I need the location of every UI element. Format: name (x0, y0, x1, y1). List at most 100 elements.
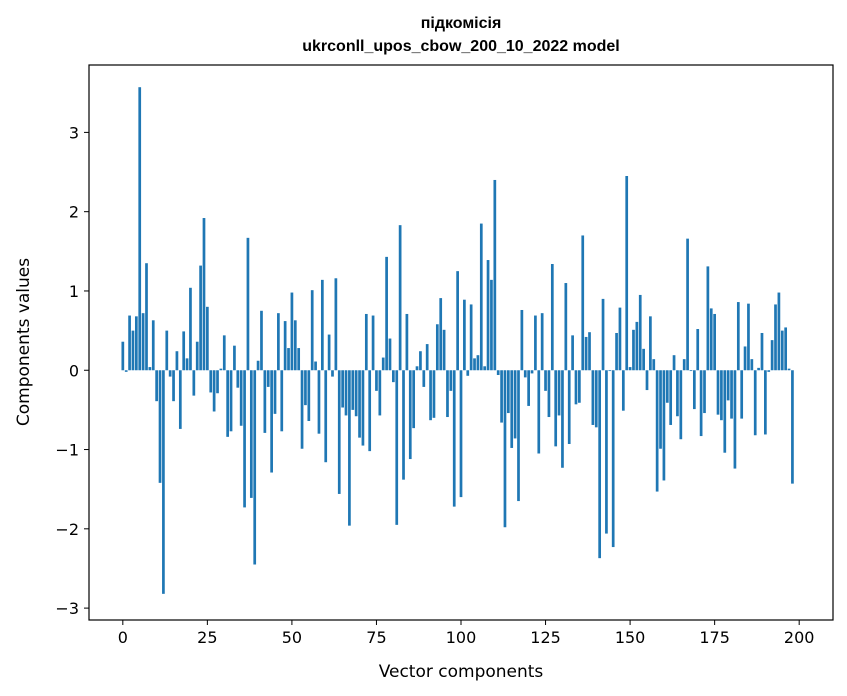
bar (155, 370, 158, 402)
bar (246, 237, 250, 371)
bar (277, 313, 280, 371)
bar (669, 370, 673, 425)
bar (703, 370, 706, 414)
bar (364, 313, 368, 371)
bar (743, 346, 747, 371)
bar (371, 315, 375, 371)
bar (446, 370, 449, 418)
bar (293, 320, 297, 371)
bar (588, 332, 591, 371)
bar (632, 329, 635, 371)
bar (290, 292, 294, 371)
bar (503, 370, 507, 528)
bar (124, 370, 128, 372)
bar (473, 358, 476, 371)
bar (611, 370, 615, 548)
bar (260, 310, 263, 371)
bar (375, 370, 378, 391)
bar (527, 370, 530, 406)
bar (665, 370, 669, 403)
bar (564, 283, 568, 371)
bar (625, 176, 629, 371)
bar (304, 370, 307, 406)
x-tick-label: 0 (118, 628, 128, 647)
bar (435, 324, 439, 371)
x-tick-label: 175 (699, 628, 730, 647)
bar (419, 351, 422, 371)
y-tick-label: 3 (69, 123, 79, 142)
bar (429, 370, 432, 421)
bar (774, 304, 777, 371)
bar (243, 370, 246, 508)
bar (402, 370, 405, 480)
x-tick-label: 50 (282, 628, 302, 647)
bar (249, 370, 253, 498)
bar (645, 370, 649, 391)
bar (334, 278, 338, 371)
bar (344, 370, 348, 416)
bar (358, 370, 361, 438)
bar (212, 370, 216, 412)
bar (706, 266, 710, 371)
bar (148, 367, 152, 371)
bar (764, 370, 767, 435)
bar (385, 256, 388, 371)
bar (121, 341, 125, 371)
bar (368, 370, 372, 452)
bar (784, 327, 788, 371)
bar (195, 341, 199, 371)
bar (280, 370, 284, 432)
bar (730, 370, 733, 419)
bar (557, 370, 561, 416)
x-tick-label: 125 (530, 628, 561, 647)
y-tick-label: −2 (55, 520, 79, 539)
bar (466, 370, 470, 376)
bar (287, 348, 290, 371)
y-tick-label: −1 (55, 441, 79, 460)
x-tick-label: 150 (615, 628, 646, 647)
bar (452, 370, 456, 507)
bar (605, 370, 608, 534)
bars-group (121, 87, 794, 594)
plot-frame (88, 64, 834, 621)
y-tick-label: 0 (69, 361, 79, 380)
bar (317, 370, 321, 434)
bar (361, 370, 365, 446)
bar (182, 331, 186, 371)
bar (635, 321, 639, 371)
bar (659, 370, 662, 449)
bar (297, 348, 301, 371)
y-tick-label: 2 (69, 203, 79, 222)
bar (206, 306, 209, 371)
bar (608, 370, 612, 372)
bar (408, 370, 412, 460)
bar (594, 370, 598, 428)
bar (266, 370, 270, 387)
bar (253, 370, 257, 565)
bar (459, 370, 463, 498)
bar (642, 348, 645, 371)
bar (726, 370, 730, 401)
bar (523, 370, 527, 378)
bar (571, 335, 574, 371)
bar (547, 370, 551, 418)
bar (476, 355, 480, 371)
bar (554, 370, 558, 447)
bar (378, 370, 382, 416)
bar (307, 370, 311, 421)
bar (662, 370, 666, 481)
bar (750, 359, 754, 371)
bar (202, 218, 206, 371)
bar (628, 367, 632, 371)
bar (310, 290, 314, 371)
bar (270, 370, 273, 473)
bar (138, 87, 142, 371)
bar (412, 370, 416, 429)
bar (537, 370, 541, 454)
bar (676, 370, 679, 417)
bar (256, 360, 260, 371)
bar (777, 292, 781, 371)
bar (134, 316, 138, 371)
y-axis-ticks: −3 −2 −1 0 1 2 3 (55, 123, 89, 618)
